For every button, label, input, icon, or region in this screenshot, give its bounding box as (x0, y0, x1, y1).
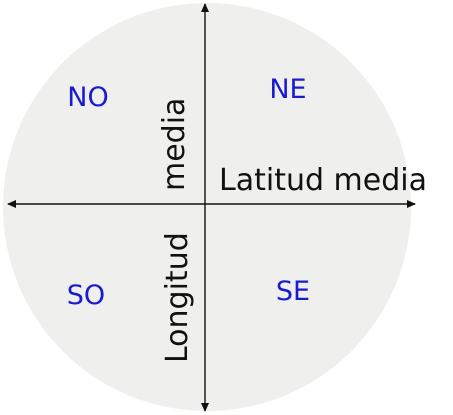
quadrant-label-sw: SO (67, 280, 105, 311)
background-disc (3, 3, 411, 411)
quadrant-label-nw: NO (67, 82, 108, 113)
vertical-axis-label-lower: Longitud (160, 232, 195, 363)
quadrant-label-ne: NE (269, 74, 306, 105)
vertical-axis-label-upper: media (157, 98, 192, 191)
quadrant-label-se: SE (276, 276, 310, 307)
horizontal-axis-label: Latitud media (219, 163, 427, 198)
